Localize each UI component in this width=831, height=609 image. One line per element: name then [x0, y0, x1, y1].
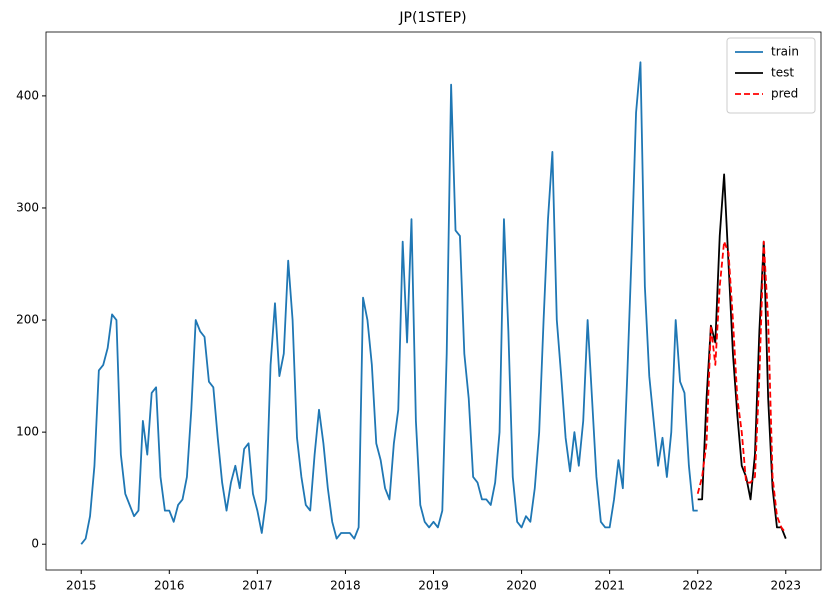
x-tick-label: 2018	[330, 579, 361, 593]
x-tick-label: 2015	[66, 579, 97, 593]
y-tick-label: 100	[16, 425, 39, 439]
legend-label: test	[771, 66, 794, 80]
x-tick-label: 2017	[242, 579, 273, 593]
x-tick-label: 2020	[506, 579, 537, 593]
series-line	[696, 240, 787, 534]
plot-frame	[45, 31, 822, 571]
x-tick-label: 2021	[594, 579, 625, 593]
y-tick-label: 0	[31, 537, 39, 551]
series-line	[80, 61, 698, 545]
x-tick-label: 2019	[418, 579, 449, 593]
x-tick-label: 2022	[682, 579, 713, 593]
y-tick-label: 400	[16, 88, 39, 102]
legend-label: train	[771, 45, 799, 59]
legend: train test pred	[726, 37, 816, 114]
chart-title: JP(1STEP)	[398, 10, 466, 26]
x-tick-label: 2016	[154, 579, 185, 593]
y-tick-label: 200	[16, 313, 39, 327]
y-tick-label: 300	[16, 200, 39, 214]
legend-label: pred	[771, 87, 798, 101]
x-tick-label: 2023	[770, 579, 801, 593]
